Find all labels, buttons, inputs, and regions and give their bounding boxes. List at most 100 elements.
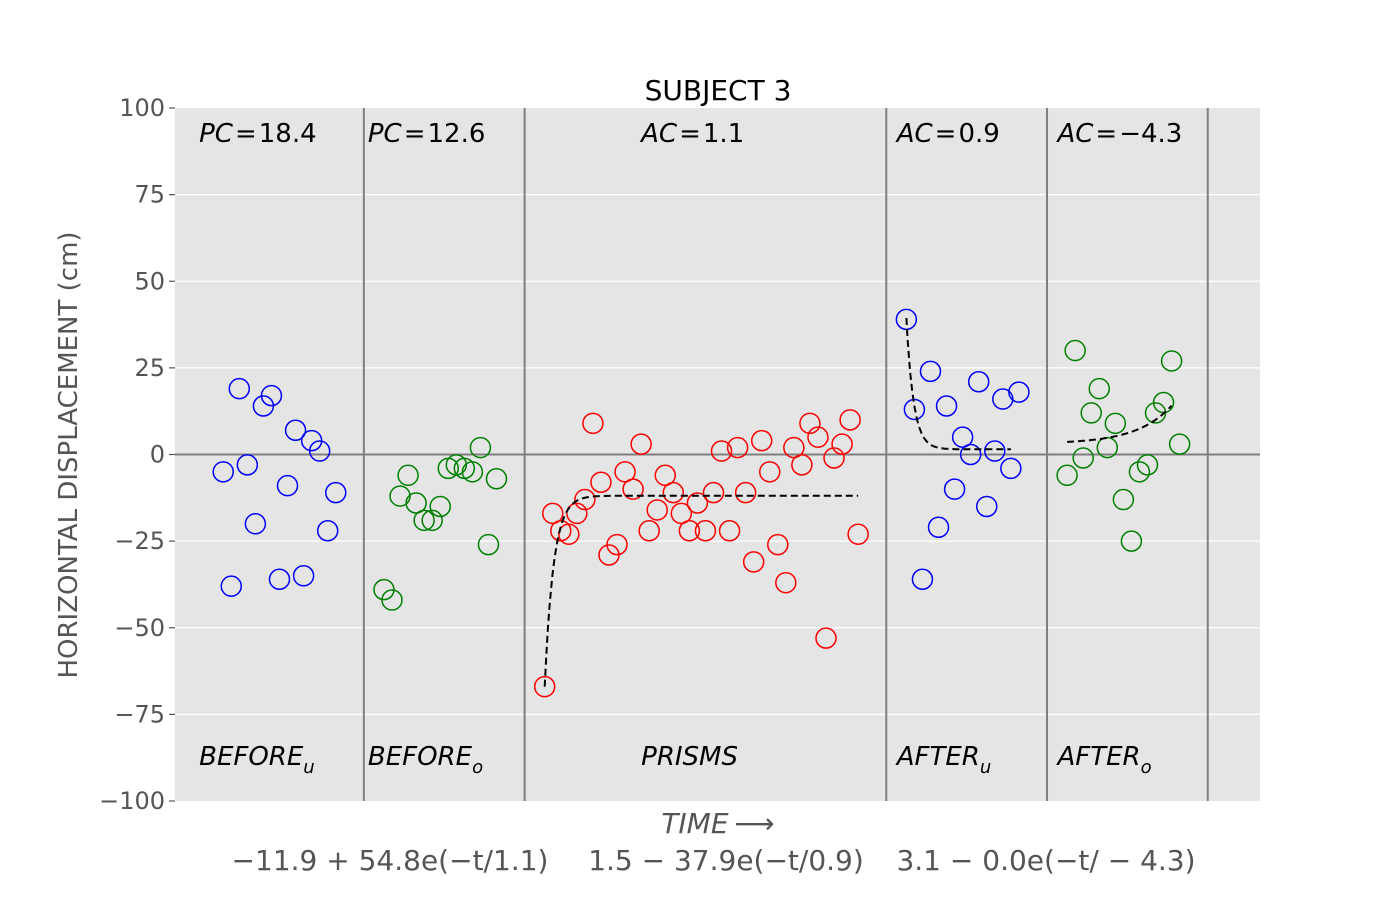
x-axis-arrow: ⟶ — [735, 807, 775, 840]
segment-condition-label: AFTERo — [1055, 742, 1151, 778]
y-tick-label: −75 — [114, 700, 165, 728]
segment-coefficient-label: PC=18.4 — [199, 119, 317, 149]
data-point — [742, 551, 765, 573]
data-point — [533, 675, 556, 698]
data-point — [726, 436, 749, 459]
data-point — [212, 461, 234, 483]
data-point — [847, 523, 869, 545]
data-point — [236, 454, 259, 476]
segment-condition-label: BEFOREo — [368, 742, 483, 778]
data-point — [662, 481, 685, 504]
data-point — [646, 499, 668, 521]
fit-formula: 3.1 − 0.0e(−t/ − 4.3) — [896, 844, 1195, 877]
data-point — [831, 433, 853, 455]
segment-coefficient-label: AC=0.9 — [895, 119, 1000, 149]
data-point — [975, 495, 998, 518]
data-point — [316, 519, 339, 542]
y-tick-label: 0 — [150, 441, 165, 469]
data-point — [718, 519, 741, 542]
condition-name: AFTER — [895, 742, 980, 772]
coefficient-equals: = — [679, 119, 701, 149]
condition-subscript: u — [303, 757, 314, 778]
data-point — [397, 464, 419, 487]
data-point — [1160, 350, 1183, 372]
y-tick-label: 25 — [134, 354, 165, 382]
coefficient-equals: = — [404, 119, 426, 149]
data-point — [758, 461, 781, 483]
segment-condition-label: PRISMS — [641, 742, 738, 772]
segment-coefficient-label: AC=1.1 — [639, 119, 744, 149]
data-point — [1104, 412, 1127, 435]
data-point — [590, 471, 612, 493]
coefficient-name: AC — [639, 119, 678, 149]
data-point — [992, 388, 1014, 410]
data-point — [276, 474, 299, 497]
data-point — [630, 433, 652, 455]
data-point — [308, 440, 331, 462]
condition-name: AFTER — [1055, 742, 1140, 772]
data-point — [767, 533, 789, 556]
data-point — [823, 447, 845, 469]
chart-title: SUBJECT 3 — [645, 74, 792, 107]
data-point — [927, 516, 950, 539]
data-point — [541, 502, 564, 525]
fit-formula: 1.5 − 37.9e(−t/0.9) — [588, 844, 864, 877]
data-point — [1128, 461, 1151, 483]
x-axis-label: TIME ⟶ — [661, 807, 774, 840]
data-point — [750, 429, 773, 452]
data-point — [919, 360, 942, 383]
fit-formulas: −11.9 + 54.8e(−t/1.1) 1.5 − 37.9e(−t/0.9)… — [232, 844, 1196, 877]
data-point — [606, 533, 628, 556]
data-point — [807, 426, 829, 448]
data-point — [429, 495, 451, 518]
data-point — [1080, 402, 1102, 424]
data-point — [469, 436, 492, 459]
data-point — [984, 440, 1006, 462]
y-tick-label: 50 — [134, 267, 165, 295]
segment-condition-label: BEFOREu — [199, 742, 315, 778]
condition-name: PRISMS — [641, 742, 738, 772]
data-point — [381, 589, 403, 611]
coefficient-name: AC — [895, 119, 934, 149]
y-tick-label: 100 — [119, 94, 165, 122]
coefficient-equals: = — [235, 119, 257, 149]
data-point — [324, 481, 347, 504]
data-point — [558, 523, 580, 545]
data-point — [1168, 433, 1191, 455]
data-point — [1120, 530, 1143, 552]
segment-coefficient-label: PC=12.6 — [368, 119, 486, 149]
data-point — [220, 575, 243, 597]
data-point — [678, 519, 701, 542]
data-point — [943, 478, 966, 500]
coefficient-value: −4.3 — [1119, 119, 1182, 149]
condition-name: BEFORE — [199, 742, 304, 772]
fit-formula: −11.9 + 54.8e(−t/1.1) — [232, 844, 549, 877]
data-point — [421, 509, 443, 532]
data-point — [1096, 436, 1119, 459]
data-point — [959, 443, 982, 466]
segment-coefficient-label: AC=−4.3 — [1055, 119, 1182, 149]
y-tick-label: −50 — [114, 614, 165, 642]
condition-subscript: o — [1141, 757, 1152, 778]
data-point — [485, 468, 508, 490]
coefficient-value: 0.9 — [958, 119, 999, 149]
data-point — [783, 436, 805, 459]
coefficient-value: 1.1 — [703, 119, 744, 149]
y-tick-label: −25 — [114, 527, 165, 555]
coefficient-name: PC — [199, 119, 234, 149]
segment-labels: PC=18.4BEFOREuPC=12.6BEFOREoAC=1.1PRISMS… — [199, 119, 1182, 778]
fit-curves — [543, 317, 1173, 687]
coefficient-value: 12.6 — [428, 119, 486, 149]
y-axis-label: HORIZONTAL DISPLACEMENT (cm) — [54, 231, 84, 678]
fit-curve — [905, 317, 1011, 451]
data-point — [815, 627, 837, 649]
data-point — [710, 440, 733, 462]
data-point — [799, 412, 821, 435]
y-axis-ticks: 100 75 50 25 0 −25 −50 −75 −100 — [99, 94, 175, 815]
data-point — [951, 426, 974, 448]
coefficient-name: PC — [368, 119, 403, 149]
data-point — [582, 412, 604, 435]
data-point — [268, 568, 291, 590]
data-point — [228, 377, 251, 400]
